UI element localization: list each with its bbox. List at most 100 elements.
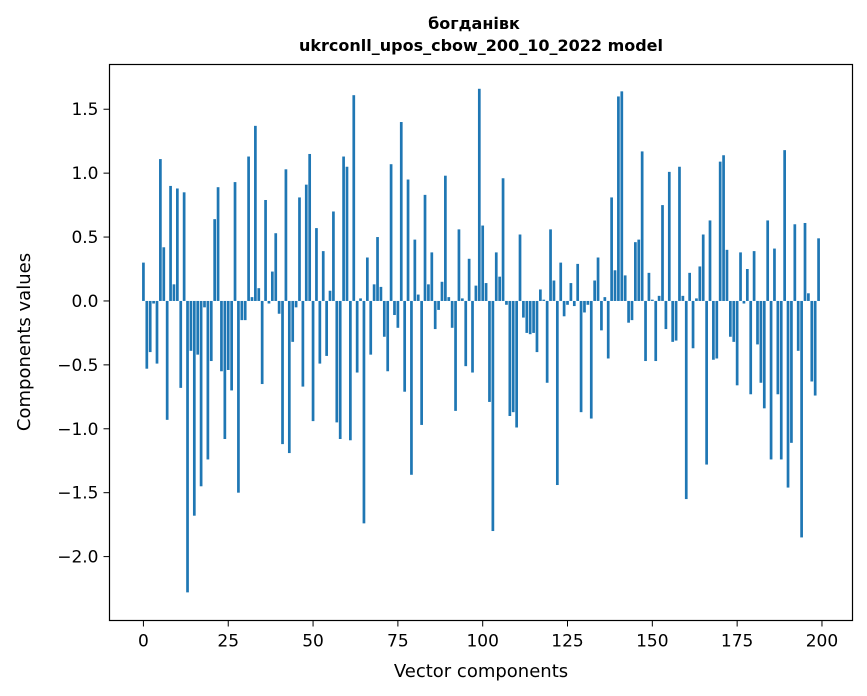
bar [226,300,230,370]
bar [179,300,183,388]
bar [769,300,773,460]
bar [145,300,149,369]
bar [617,96,620,301]
bar [681,295,685,301]
bar [695,298,698,301]
bar [165,300,169,420]
bar [813,300,817,396]
bar [148,300,152,353]
bar [552,280,556,301]
bar [756,300,759,345]
bar [223,300,227,439]
bar [634,242,637,301]
bar [308,153,312,301]
x-tick-label: 200 [806,632,838,652]
x-tick-label: 125 [551,632,583,652]
chart-subtitle: ukrconll_upos_cbow_200_10_2022 model [299,36,663,55]
bar [742,300,746,304]
bar [243,300,247,321]
bar [749,300,753,395]
bar [613,270,617,301]
bar [484,283,488,301]
y-tick-label: 1.5 [71,100,98,120]
bar [637,239,641,301]
bar [718,161,722,301]
bar [399,122,403,301]
bar [349,300,352,441]
bar-series [142,88,820,593]
bar [332,211,335,301]
bar [518,234,522,301]
bar [423,194,427,301]
bar [491,300,495,532]
bar [684,300,688,500]
bar [620,91,624,301]
x-tick-label: 75 [387,632,409,652]
bar [532,300,535,333]
y-axis-ticks: −2.0 −1.5 −1.0 −0.5 0.0 0.5 1.0 1.5 [57,100,110,568]
bar [562,300,566,317]
bar [315,228,318,301]
bar [216,187,220,301]
bar [539,289,542,301]
bar [606,300,610,359]
bar [589,300,593,419]
bar [291,300,295,342]
bar [511,300,515,413]
bar [477,88,481,301]
bar [701,234,705,301]
bar [240,300,244,321]
bar [338,300,342,439]
bar [440,281,444,301]
bar [257,288,261,301]
bar [525,300,529,333]
bar [725,249,729,301]
bar [355,300,359,373]
bar [627,300,630,323]
bar [803,222,807,301]
x-tick-label: 150 [636,632,668,652]
bar [213,219,217,301]
bar [729,300,732,337]
bar [779,300,783,460]
bar [220,300,223,372]
bar [301,300,305,387]
bar [712,300,715,360]
bar [281,300,284,445]
bar [735,300,739,386]
bar [287,300,291,454]
bar [786,300,790,488]
bar [498,276,502,301]
bar [488,300,491,402]
y-tick-label: −0.5 [57,356,98,376]
bar [365,257,369,301]
bar [304,184,308,301]
bar [369,300,373,355]
bar [311,300,315,422]
bar [454,300,457,411]
bar [196,300,200,355]
bar [321,251,325,301]
bar [657,295,661,301]
bar [318,300,322,364]
bar [515,300,518,428]
bar [555,300,559,486]
y-tick-label: −1.0 [57,420,98,440]
bar [759,300,763,383]
bar [460,298,464,301]
bar [773,248,776,301]
bar [155,300,159,364]
bar [603,297,607,301]
bar [230,300,233,391]
y-tick-label: −1.5 [57,484,98,504]
bar [535,300,539,353]
bar [393,300,396,316]
bar [457,229,461,301]
y-tick-label: 0.0 [71,292,98,312]
x-tick-label: 50 [302,632,324,652]
bar [382,300,386,337]
bar [267,300,271,304]
bar [661,205,664,301]
bar [352,95,356,301]
